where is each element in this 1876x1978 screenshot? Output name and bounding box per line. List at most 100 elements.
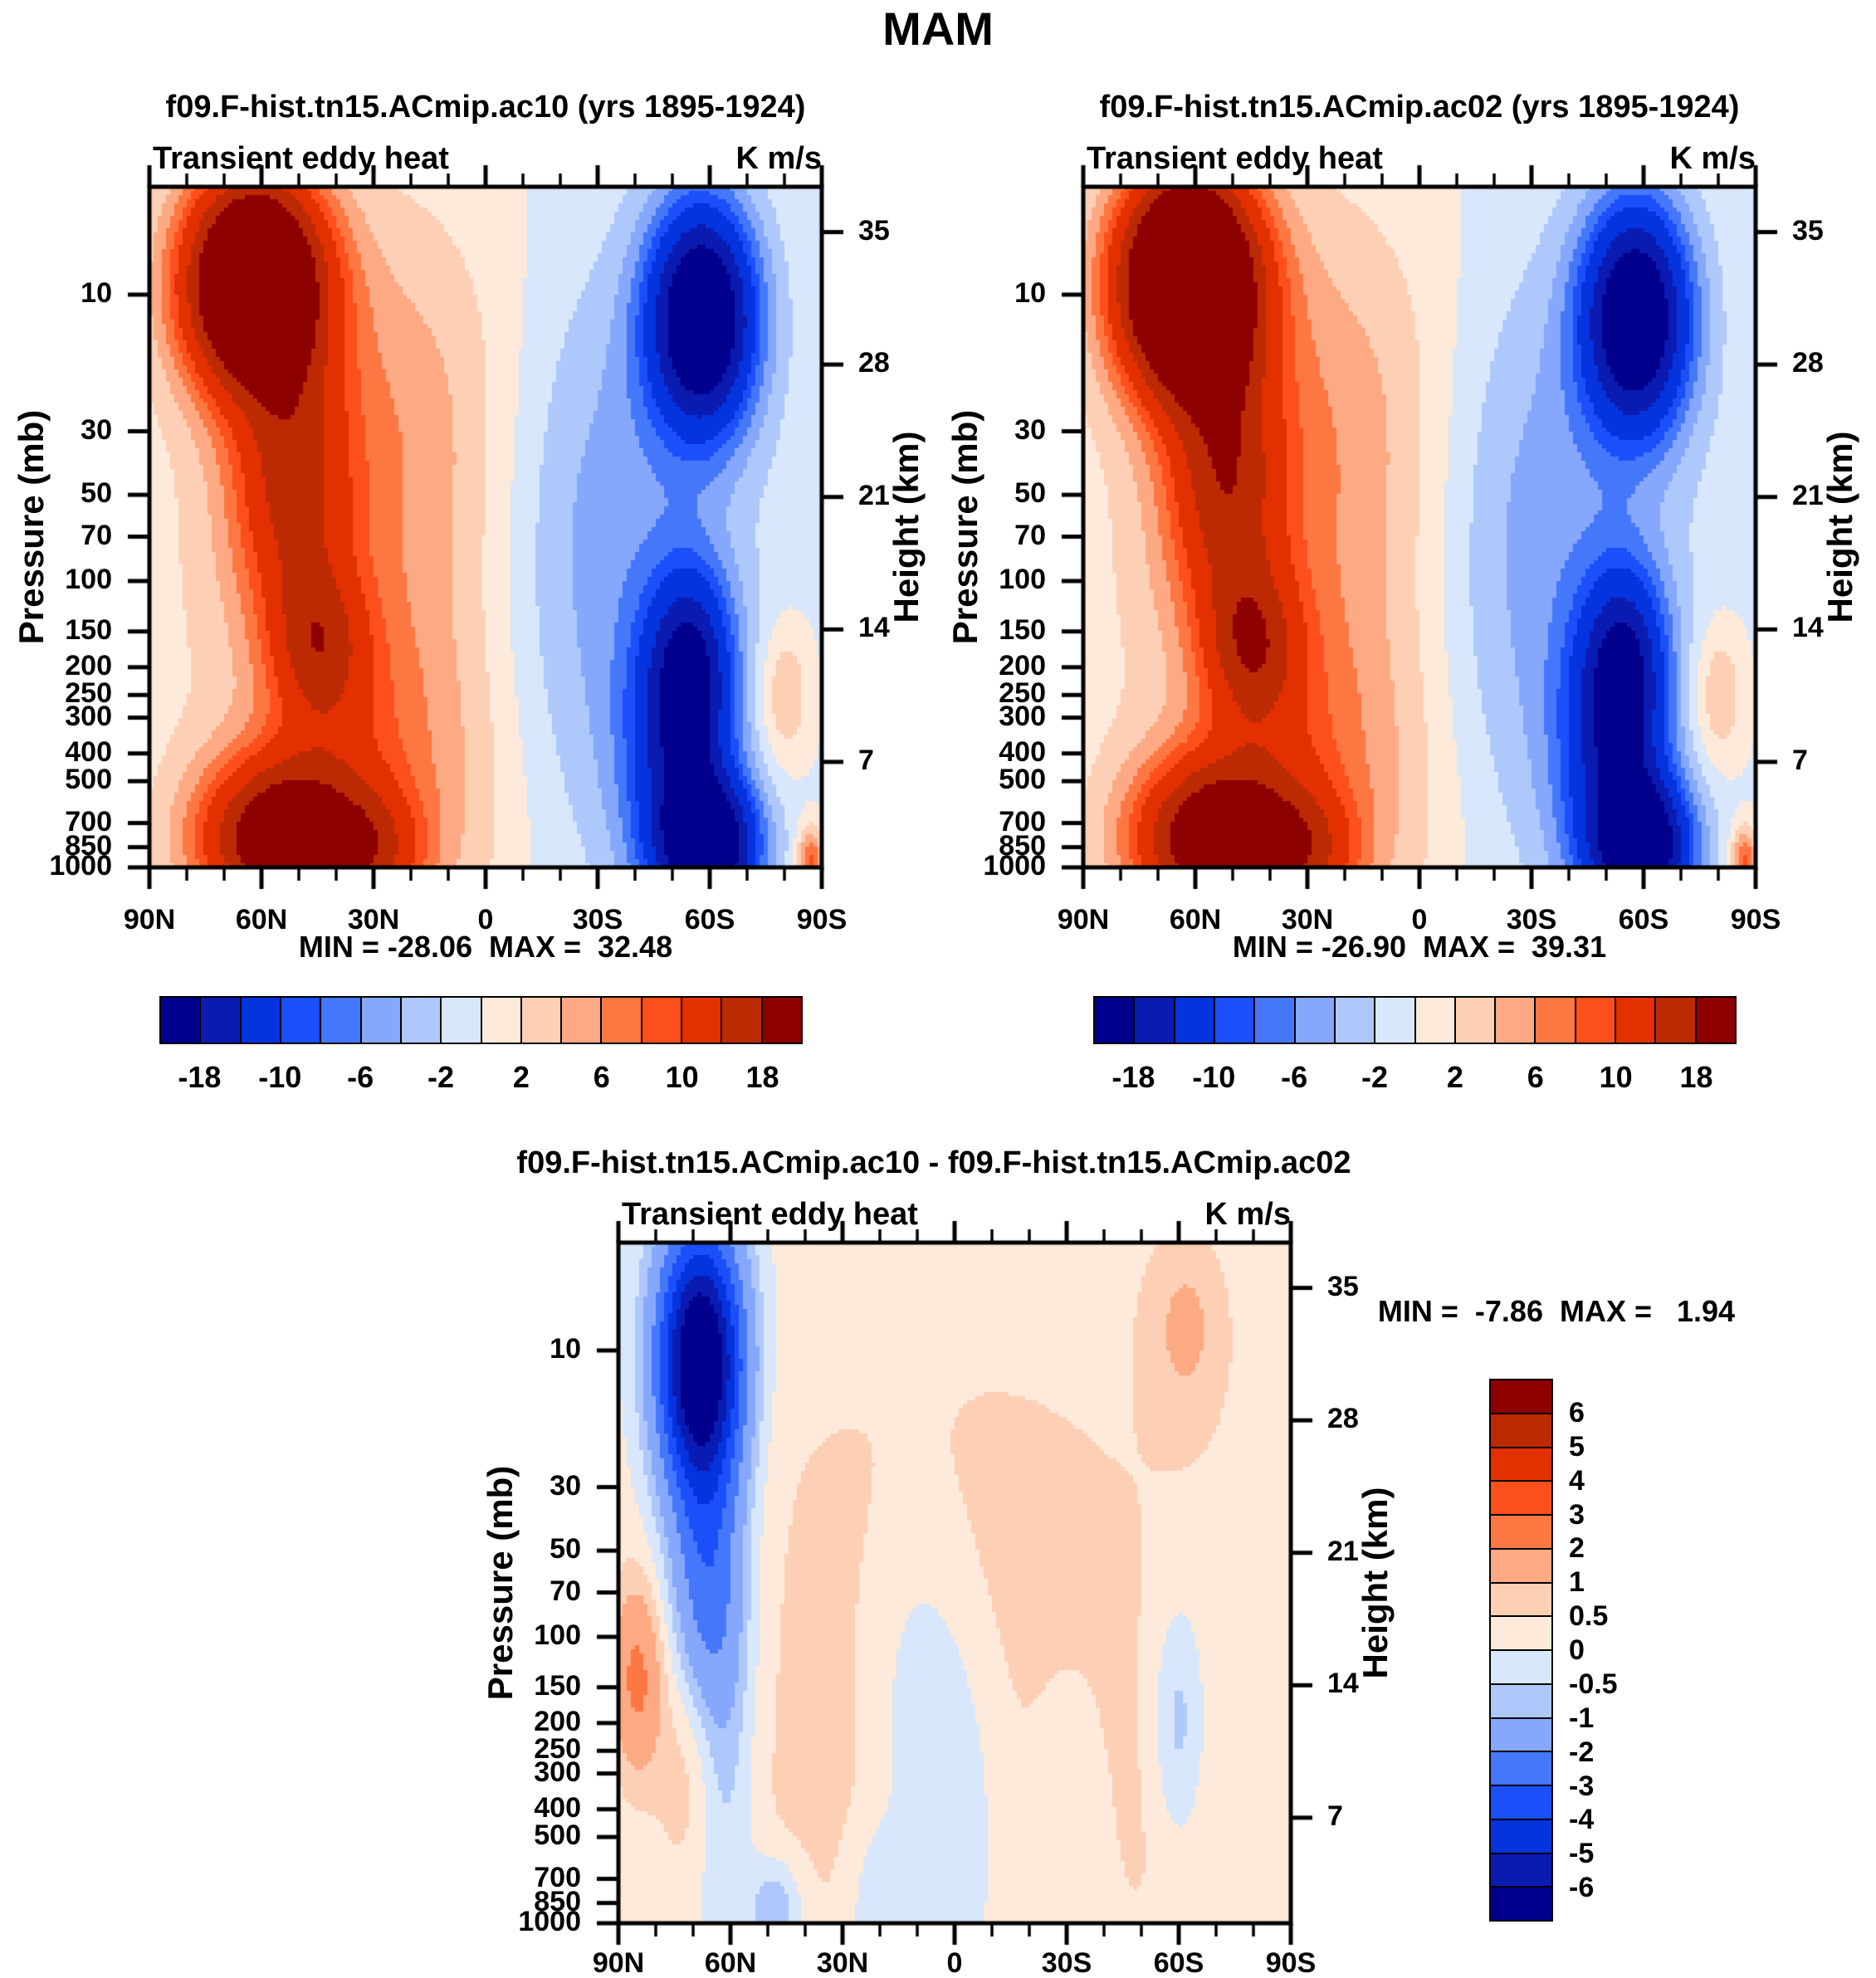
- pressure-tick-label: 30: [1014, 413, 1046, 446]
- colorbar-tick-label: 18: [745, 1060, 779, 1094]
- colorbar-swatch: [1489, 1852, 1553, 1888]
- pressure-tick-label: 50: [81, 477, 112, 510]
- contour-canvas-difference: [590, 1214, 1319, 1951]
- colorbar-tick-label: 10: [665, 1060, 699, 1094]
- pressure-tick-label: 10: [1014, 276, 1046, 309]
- colorbar-tick-label: -10: [258, 1060, 302, 1094]
- pressure-tick-label: 500: [534, 1819, 581, 1852]
- height-tick-label: 14: [858, 612, 890, 644]
- colorbar-tick-label: 2: [1446, 1060, 1463, 1094]
- pressure-tick-label: 250: [534, 1733, 581, 1766]
- colorbar-tick-label: -6: [347, 1060, 374, 1094]
- colorbar-tick-label: -18: [178, 1060, 222, 1094]
- panel-title-difference: f09.F-hist.tn15.ACmip.ac10 - f09.F-hist.…: [516, 1145, 1351, 1180]
- colorbar-swatch: [1489, 1446, 1553, 1482]
- colorbar-swatch: [1453, 996, 1497, 1044]
- colorbar-tick-label: 4: [1569, 1464, 1585, 1497]
- colorbar-difference: [1489, 1379, 1553, 1922]
- colorbar-swatch: [359, 996, 402, 1044]
- pressure-tick-label: 10: [550, 1332, 581, 1365]
- colorbar-swatch: [1374, 996, 1416, 1044]
- colorbar-swatch: [1694, 996, 1737, 1044]
- lat-tick-label: 90N: [592, 1947, 645, 1978]
- colorbar-swatch: [239, 996, 281, 1044]
- pressure-tick-label: 200: [534, 1705, 581, 1737]
- pressure-tick-label: 70: [550, 1575, 581, 1607]
- pressure-tick-label: 150: [534, 1669, 581, 1702]
- colorbar-tick-label: 6: [1569, 1396, 1585, 1429]
- contour-canvas-ac02: [1055, 159, 1784, 896]
- colorbar-labels-ac10: -18 -10 -6 -2 2 6 10 18: [159, 1060, 803, 1096]
- height-tick-label: 7: [858, 744, 874, 776]
- pressure-tick-label: 500: [65, 764, 112, 796]
- colorbar-swatch: [1489, 1886, 1553, 1922]
- colorbar-tick-label: 2: [512, 1060, 530, 1094]
- colorbar-swatch: [1489, 1412, 1553, 1448]
- pressure-tick-label: 70: [81, 519, 112, 551]
- colorbar-swatch: [1574, 996, 1617, 1044]
- lat-tick-label: 30S: [1506, 904, 1557, 935]
- lat-tick-label: 30N: [347, 904, 400, 935]
- pressure-tick-label: 700: [534, 1861, 581, 1893]
- colorbar-swatch: [1489, 1547, 1553, 1584]
- colorbar-tick-label: -18: [1111, 1060, 1155, 1094]
- colorbar-tick-label: 18: [1679, 1060, 1713, 1094]
- height-tick-label: 35: [1327, 1270, 1359, 1302]
- pressure-tick-label: 850: [65, 829, 112, 862]
- colorbar-labels-ac02: -18 -10 -6 -2 2 6 10 18: [1093, 1060, 1737, 1096]
- height-tick-label: 7: [1792, 744, 1808, 776]
- lat-tick-label: 30N: [816, 1947, 869, 1978]
- pressure-tick-label: 100: [534, 1619, 581, 1651]
- colorbar-ac10: [159, 996, 803, 1044]
- colorbar-swatch: [1489, 1785, 1553, 1820]
- colorbar-swatch: [760, 996, 803, 1044]
- height-tick-label: 35: [1792, 214, 1824, 247]
- pressure-tick-label: 30: [81, 413, 112, 446]
- colorbar-tick-label: 0.5: [1569, 1600, 1609, 1633]
- lat-tick-label: 60S: [1153, 1947, 1204, 1978]
- height-tick-label: 21: [1792, 479, 1824, 511]
- colorbar-swatch: [1489, 1581, 1553, 1618]
- minmax-label-ac10: MIN = -28.06 MAX = 32.48: [298, 930, 673, 964]
- colorbar-swatch: [600, 996, 642, 1044]
- colorbar-tick-label: 2: [1569, 1532, 1585, 1565]
- lat-tick-label: 90S: [1730, 904, 1781, 935]
- pressure-tick-label: 300: [999, 700, 1046, 732]
- colorbar-swatch: [1489, 1649, 1553, 1685]
- colorbar-swatch: [279, 996, 322, 1044]
- colorbar-swatch: [1534, 996, 1576, 1044]
- colorbar-swatch: [159, 996, 202, 1044]
- lat-tick-label: 90S: [796, 904, 848, 935]
- pressure-tick-label: 50: [1014, 477, 1046, 510]
- lat-tick-label: 30S: [572, 904, 623, 935]
- colorbar-swatch: [1489, 1818, 1553, 1854]
- colorbar-swatch: [440, 996, 482, 1044]
- colorbar-tick-label: 1: [1569, 1566, 1585, 1599]
- height-tick-label: 28: [858, 347, 890, 379]
- pressure-tick-label: 100: [65, 563, 112, 595]
- lat-tick-label: 0: [1411, 904, 1428, 935]
- pressure-tick-label: 70: [1014, 519, 1046, 551]
- pressure-tick-label: 30: [550, 1469, 581, 1502]
- height-tick-label: 35: [858, 214, 890, 247]
- height-tick-label: 14: [1792, 612, 1824, 644]
- colorbar-swatch: [520, 996, 563, 1044]
- colorbar-swatch: [1293, 996, 1336, 1044]
- pressure-tick-label: 50: [550, 1533, 581, 1565]
- colorbar-swatch: [1489, 1480, 1553, 1516]
- colorbar-swatch: [1489, 1751, 1553, 1786]
- lat-tick-label: 60N: [704, 1947, 757, 1978]
- pressure-tick-label: 1000: [518, 1906, 581, 1937]
- panel-title-ac02: f09.F-hist.tn15.ACmip.ac02 (yrs 1895-192…: [1099, 90, 1740, 125]
- minmax-label-difference: MIN = -7.86 MAX = 1.94: [1377, 1294, 1736, 1328]
- colorbar-tick-label: -10: [1192, 1060, 1236, 1094]
- colorbar-swatch: [1489, 1717, 1553, 1753]
- panel-title-ac10: f09.F-hist.tn15.ACmip.ac10 (yrs 1895-192…: [165, 90, 806, 125]
- colorbar-tick-label: -5: [1569, 1838, 1595, 1870]
- colorbar-swatch: [1489, 1379, 1553, 1414]
- pressure-tick-label: 850: [999, 829, 1046, 862]
